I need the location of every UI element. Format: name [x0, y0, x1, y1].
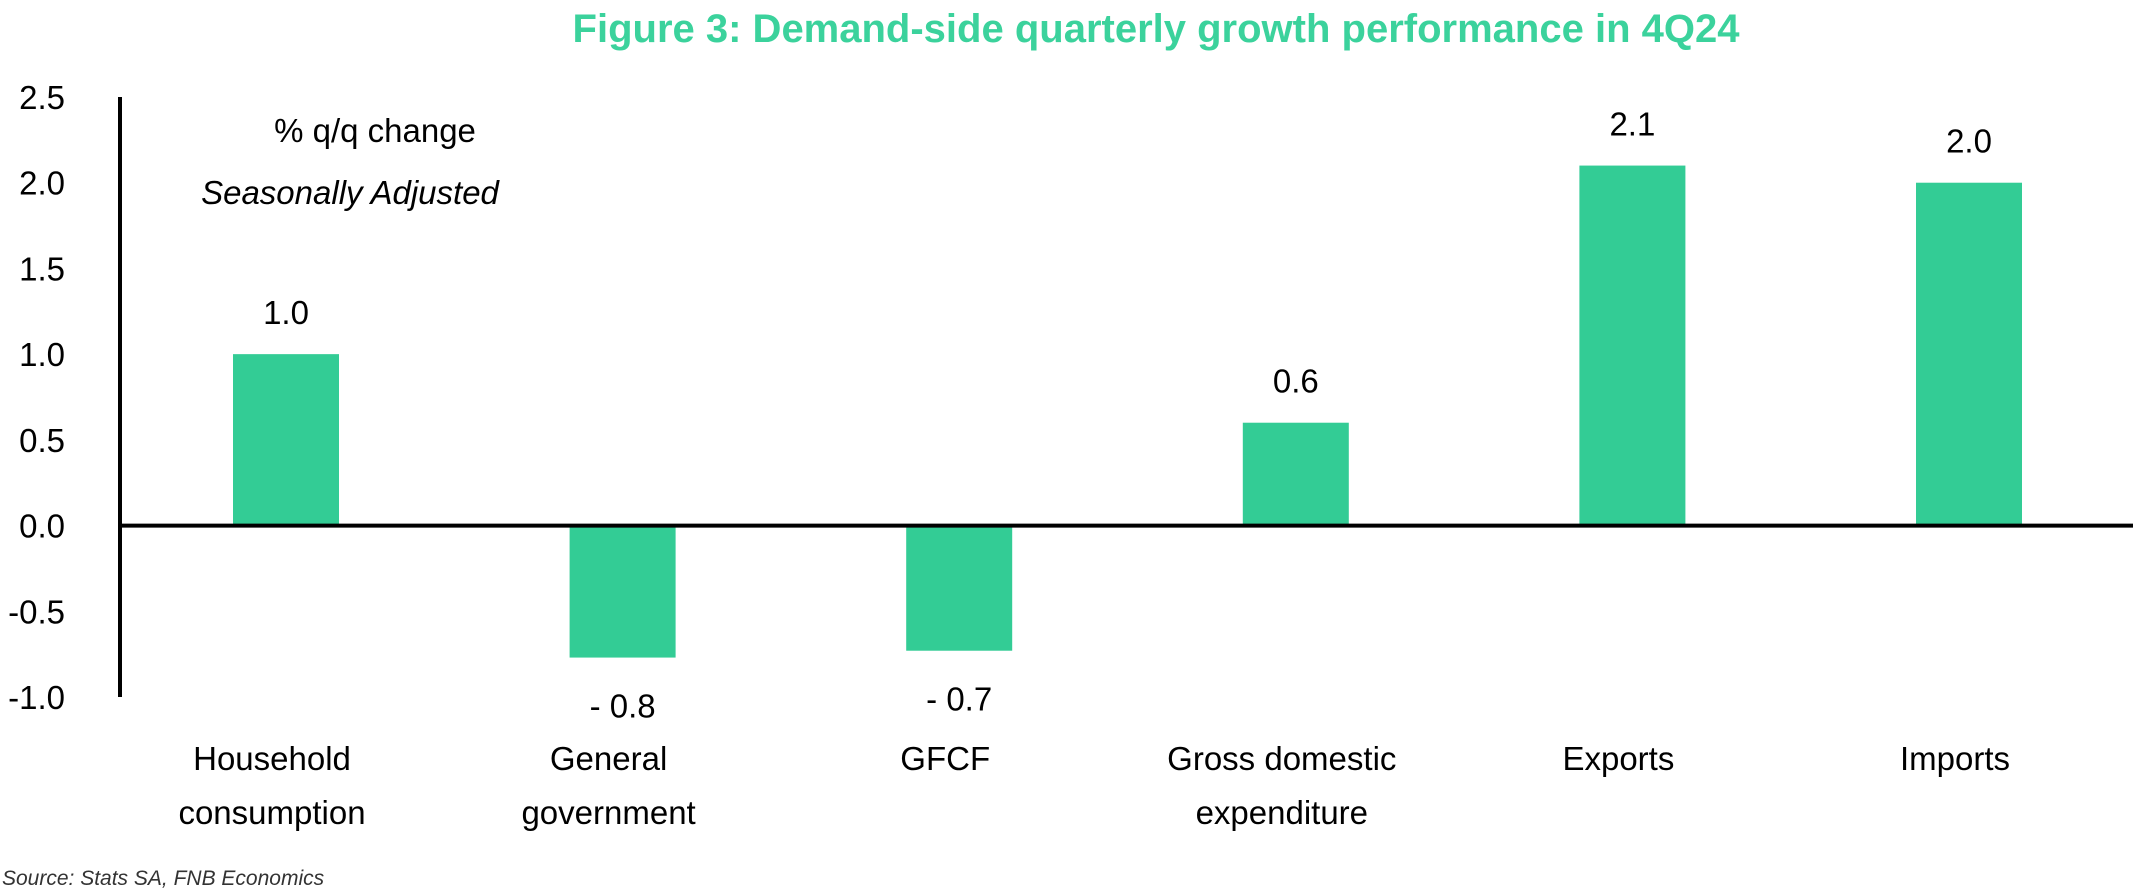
- x-category-label: government: [521, 794, 695, 831]
- seasonally-adjusted-label: Seasonally Adjusted: [201, 174, 500, 211]
- data-label: 0.6: [1273, 363, 1319, 400]
- y-tick-label: 0.0: [19, 508, 65, 545]
- y-tick-label: -0.5: [8, 593, 65, 630]
- bar: [906, 525, 1013, 651]
- bar: [233, 354, 339, 526]
- x-category-label: Household: [193, 740, 351, 777]
- bar: [1242, 422, 1349, 526]
- y-tick-label: 1.5: [19, 250, 65, 287]
- chart-title: Figure 3: Demand-side quarterly growth p…: [573, 7, 1741, 51]
- bars-group: [233, 165, 2022, 658]
- x-category-label: GFCF: [900, 740, 990, 777]
- y-tick-label: 1.0: [19, 336, 65, 373]
- data-label: 2.1: [1609, 106, 1655, 143]
- x-category-label: Imports: [1900, 740, 2010, 777]
- y-tick-label: 2.5: [19, 79, 65, 116]
- y-tick-label: 2.0: [19, 165, 65, 202]
- x-category-label: Exports: [1562, 740, 1674, 777]
- data-label: - 0.7: [926, 681, 992, 718]
- x-category-label: General: [550, 740, 667, 777]
- data-label: 1.0: [263, 294, 309, 331]
- x-axis-labels: Household consumption General government GFC…: [178, 740, 2010, 831]
- data-labels-group: 1.0 - 0.8 - 0.7 0.6 2.1 2.0: [263, 106, 1992, 725]
- y-axis-ticks: 2.5 2.0 1.5 1.0 0.5 0.0 -0.5 -1.0: [8, 79, 65, 716]
- bar: [569, 525, 676, 658]
- bar: [1916, 182, 2022, 526]
- x-category-label: consumption: [178, 794, 365, 831]
- data-label: - 0.8: [590, 688, 656, 725]
- data-label: 2.0: [1946, 123, 1992, 160]
- bar: [1579, 165, 1686, 526]
- y-tick-label: -1.0: [8, 679, 65, 716]
- x-category-label: Gross domestic: [1167, 740, 1396, 777]
- y-tick-label: 0.5: [19, 422, 65, 459]
- x-category-label: expenditure: [1196, 794, 1368, 831]
- source-note: Source: Stats SA, FNB Economics: [2, 867, 325, 890]
- unit-label: % q/q change: [274, 112, 476, 149]
